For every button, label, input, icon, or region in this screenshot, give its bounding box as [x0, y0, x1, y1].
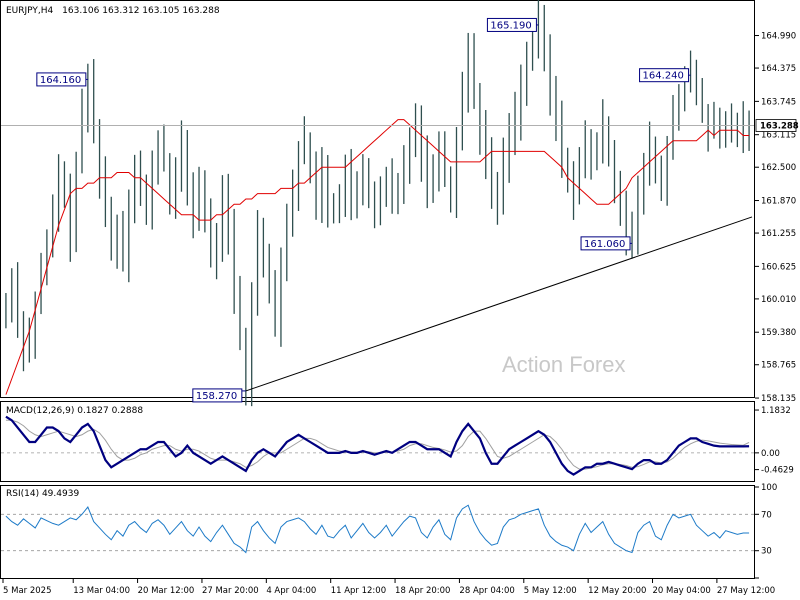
watermark: Action Forex	[502, 352, 626, 377]
macd-indicator: 1.1832 0.00 -0.4629	[1, 406, 794, 476]
macd-tick-label: 1.1832	[761, 406, 791, 416]
ma-line	[5, 119, 750, 395]
time-tick-label: 4 Apr 04:00	[266, 586, 316, 596]
time-axis: 5 Mar 2025 13 Mar 04:00 20 Mar 12:00 27 Mar…	[2, 579, 775, 596]
annotation-label: 161.060	[584, 239, 625, 250]
annotation-label: 165.190	[490, 20, 531, 31]
support-trendline	[245, 216, 753, 392]
price-tick-label: 158.765	[761, 361, 796, 371]
macd-tick-label: -0.4629	[761, 466, 794, 476]
annotation-label: 158.270	[196, 391, 237, 402]
price-tick-label: 158.135	[761, 394, 796, 404]
time-tick-label: 11 Apr 12:00	[331, 586, 386, 596]
moving-average	[5, 119, 750, 395]
symbol-timeframe: EURJPY,H4	[6, 6, 54, 16]
macd-title: MACD(12,26,9) 0.1827 0.2888	[6, 406, 143, 416]
rsi-tick-label: 70	[761, 510, 772, 520]
time-tick-label: 12 May 20:00	[588, 586, 646, 596]
last-price-box	[755, 119, 797, 132]
rsi-line	[5, 504, 750, 554]
time-tick-label: 13 Mar 04:00	[73, 586, 130, 596]
time-tick-label: 27 May 12:00	[717, 586, 775, 596]
macd-main-line	[5, 415, 750, 476]
time-tick-label: 20 May 04:00	[653, 586, 711, 596]
price-axis: 164.990 164.375 163.745 163.115 162.500 161.8…	[755, 32, 796, 404]
annotation-label: 164.240	[643, 71, 684, 82]
rsi-tick-label: 30	[761, 547, 772, 557]
price-panel	[0, 0, 755, 398]
price-tick-label: 159.380	[761, 328, 796, 338]
price-tick-label: 161.255	[761, 229, 796, 239]
rsi-tick-label: 100	[761, 483, 777, 493]
time-tick-label: 20 Mar 12:00	[138, 586, 195, 596]
price-tick-label: 160.625	[761, 262, 796, 272]
annotation-box	[192, 388, 243, 403]
annotation-label: 164.160	[40, 75, 81, 86]
price-tick-label: 162.500	[761, 163, 796, 173]
price-tick-label: 164.375	[761, 64, 796, 74]
price-tick-label: 164.990	[761, 32, 796, 42]
macd-tick-label: 0.00	[761, 449, 780, 459]
last-price: 163.288	[1, 119, 799, 132]
time-tick-label: 5 May 12:00	[524, 586, 577, 596]
time-tick-label: 5 Mar 2025	[3, 586, 51, 596]
annotations: 164.160 158.270 165.190 161.060 164.240	[36, 17, 691, 403]
time-tick-label: 18 Apr 20:00	[395, 586, 450, 596]
rsi-panel	[0, 485, 755, 579]
chart-title: EURJPY,H4 163.106 163.312 163.105 163.28…	[6, 6, 220, 16]
time-tick-label: 28 Apr 04:00	[459, 586, 514, 596]
price-tick-label: 160.010	[761, 295, 796, 305]
price-tick-label: 161.870	[761, 197, 796, 207]
ohlc-values: 163.106 163.312 163.105 163.288	[62, 6, 220, 16]
rsi-indicator: 100 70 30	[1, 483, 777, 579]
trendline	[245, 216, 753, 392]
price-tick-label: 163.115	[761, 131, 796, 141]
rsi-title: RSI(14) 49.4939	[6, 489, 79, 499]
last-price-label: 163.288	[760, 122, 799, 132]
time-tick-label: 27 Mar 20:00	[202, 586, 259, 596]
price-tick-label: 163.745	[761, 97, 796, 107]
